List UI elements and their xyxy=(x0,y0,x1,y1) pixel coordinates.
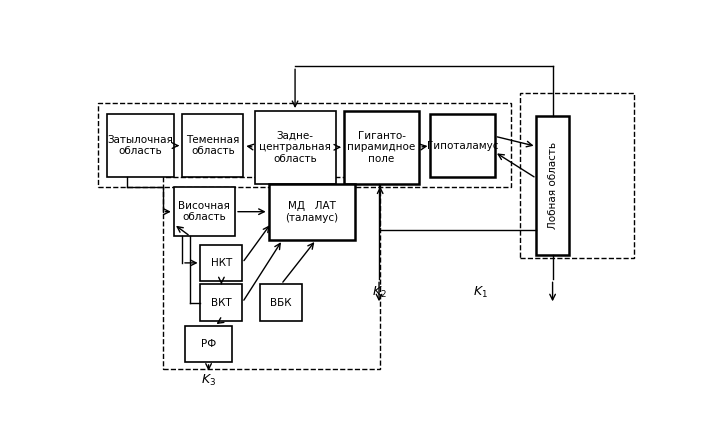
Bar xyxy=(431,114,495,177)
Text: Височная
область: Височная область xyxy=(179,201,230,223)
Text: Гипоталамус: Гипоталамус xyxy=(427,141,498,151)
Bar xyxy=(99,103,511,187)
Text: ВБК: ВБК xyxy=(271,298,292,308)
Bar xyxy=(174,187,235,236)
Text: Задне-
центральная
область: Задне- центральная область xyxy=(259,131,331,164)
Bar xyxy=(260,284,302,321)
Text: ВКТ: ВКТ xyxy=(211,298,232,308)
Text: Теменная
область: Теменная область xyxy=(186,135,240,157)
Bar xyxy=(344,111,419,184)
Text: $K_1$: $K_1$ xyxy=(473,285,488,300)
Text: НКТ: НКТ xyxy=(211,258,232,268)
Bar xyxy=(200,245,243,281)
Bar xyxy=(163,177,380,369)
Text: $K_2$: $K_2$ xyxy=(372,285,387,300)
Bar xyxy=(520,93,634,258)
Bar xyxy=(107,114,174,177)
Bar xyxy=(185,326,233,362)
Bar xyxy=(269,184,355,240)
Text: Затылочная
область: Затылочная область xyxy=(107,135,173,157)
Bar xyxy=(200,284,243,321)
Bar xyxy=(182,114,243,177)
Text: $K_3$: $K_3$ xyxy=(202,373,217,388)
Text: МД   ЛАТ
(таламус): МД ЛАТ (таламус) xyxy=(285,201,338,223)
Bar xyxy=(536,116,569,255)
Text: РФ: РФ xyxy=(201,339,216,349)
Text: Гиганто-
пирамидное
поле: Гиганто- пирамидное поле xyxy=(348,131,415,164)
Bar xyxy=(255,111,336,184)
Text: Лобная область: Лобная область xyxy=(548,142,557,229)
